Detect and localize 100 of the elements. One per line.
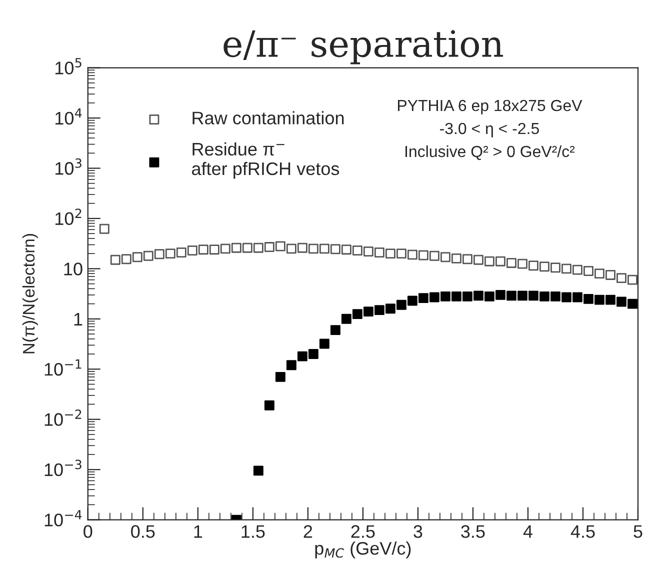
x-tick-label: 4 xyxy=(523,525,532,538)
point xyxy=(385,248,396,259)
point xyxy=(539,262,550,272)
point xyxy=(396,300,406,310)
point xyxy=(308,349,318,359)
point xyxy=(374,305,384,316)
point xyxy=(594,268,604,279)
point xyxy=(583,266,594,276)
x-tick-label: 2 xyxy=(304,525,312,538)
x-tick-label: 5 xyxy=(634,525,642,538)
x-tick-label: 3.5 xyxy=(461,525,485,538)
point xyxy=(495,256,506,266)
point xyxy=(264,242,274,252)
point xyxy=(572,292,582,302)
y-tick-label: 10$^{4}$ xyxy=(56,108,82,125)
point xyxy=(429,292,440,302)
point xyxy=(418,250,428,260)
point xyxy=(528,260,538,271)
point xyxy=(396,248,406,259)
point xyxy=(473,290,484,301)
point xyxy=(517,290,528,301)
point xyxy=(308,244,318,254)
point xyxy=(606,270,616,280)
y-tick-label: 10$^{−1}$ xyxy=(44,359,82,376)
x-tick-label: 4.5 xyxy=(570,525,595,538)
point xyxy=(528,290,538,301)
y-tick-label: 10$^{5}$ xyxy=(56,58,82,74)
y-tick-label: 10 xyxy=(64,262,82,276)
point xyxy=(242,242,252,253)
point xyxy=(231,242,242,253)
point xyxy=(297,351,308,362)
point xyxy=(606,294,616,305)
point xyxy=(319,244,330,254)
point xyxy=(429,250,440,261)
point xyxy=(539,291,550,302)
point xyxy=(341,244,352,255)
point xyxy=(198,244,208,255)
point xyxy=(154,249,164,260)
point xyxy=(462,291,472,302)
point xyxy=(407,250,418,260)
point xyxy=(561,292,572,302)
point xyxy=(506,290,516,301)
point xyxy=(451,253,462,264)
point xyxy=(616,273,626,284)
point xyxy=(187,246,198,256)
point xyxy=(110,254,120,265)
point xyxy=(484,256,494,266)
y-tick-label: 10$^{−2}$ xyxy=(44,409,82,426)
point xyxy=(209,244,220,255)
annotation: PYTHIA 6 ep 18x275 GeV -3.0 < η < -2.5 Inclusive Q² > 0 GeV²/c² xyxy=(398,100,582,160)
point xyxy=(176,248,186,258)
point xyxy=(286,360,296,370)
point xyxy=(319,338,330,349)
point xyxy=(616,296,626,307)
y-tick-label: 10$^{−4}$ xyxy=(44,510,82,526)
point xyxy=(407,296,418,306)
point xyxy=(374,248,384,258)
point xyxy=(264,400,274,410)
point xyxy=(330,244,340,254)
point xyxy=(352,309,362,320)
point xyxy=(385,304,396,314)
point xyxy=(143,250,154,261)
y-tick-label: 10$^{−3}$ xyxy=(44,460,82,476)
point xyxy=(628,298,638,309)
x-tick-label: 1.5 xyxy=(242,525,265,538)
y-tick-label: 10$^{2}$ xyxy=(56,208,82,226)
x-tick-label: 2.5 xyxy=(351,525,375,538)
x-tick-label: 3 xyxy=(414,525,422,538)
point xyxy=(594,294,604,305)
point xyxy=(561,264,572,274)
point xyxy=(440,291,450,302)
point xyxy=(628,274,638,285)
y-tick-label: 10$^{3}$ xyxy=(56,158,82,175)
point xyxy=(572,264,582,275)
point xyxy=(165,248,176,259)
point xyxy=(132,252,142,262)
y-axis-title: N(π)/N(electorn) xyxy=(22,234,38,354)
x-tick-label: 0 xyxy=(84,525,92,538)
chart-title: e/π⁻ separation xyxy=(224,30,504,64)
point xyxy=(352,246,362,256)
x-tick-label: 1 xyxy=(194,525,202,538)
x-tick-label: 0.5 xyxy=(131,525,155,538)
point xyxy=(440,252,450,262)
text: Residue π$^{−}$ after pfRICH vetos xyxy=(192,142,340,179)
point xyxy=(473,254,484,265)
point xyxy=(506,258,516,268)
point xyxy=(330,325,340,336)
point xyxy=(451,291,462,302)
point xyxy=(363,246,374,256)
point xyxy=(517,258,528,269)
point xyxy=(253,242,264,253)
legend-label: Raw contamination xyxy=(192,111,344,124)
point xyxy=(495,290,506,300)
point xyxy=(583,294,594,304)
point xyxy=(275,241,286,252)
point xyxy=(253,466,264,476)
point xyxy=(297,242,308,253)
point xyxy=(275,372,286,382)
point xyxy=(121,254,132,264)
point xyxy=(286,244,296,254)
